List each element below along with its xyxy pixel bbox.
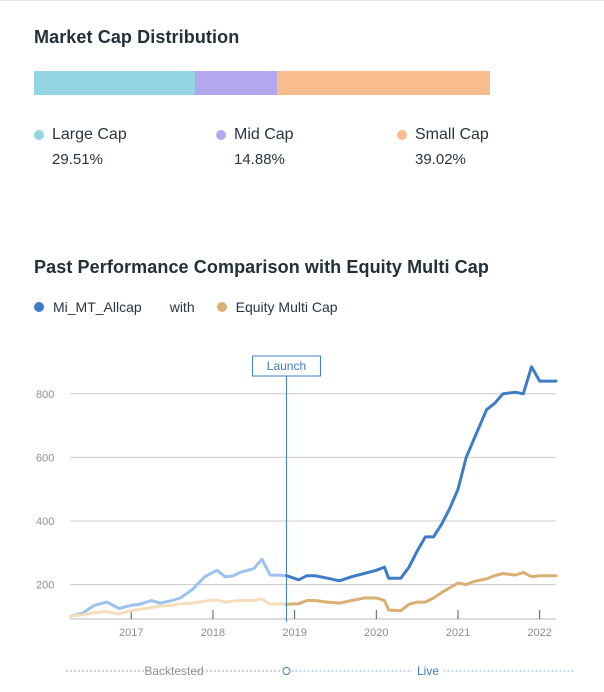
x-tick-label-2020: 2020 [364,627,388,639]
y-tick-label-600: 600 [36,452,54,464]
large-cap-dot [34,130,44,140]
mid-cap-value: 14.88% [234,151,285,168]
small-cap-value: 39.02% [415,151,466,168]
y-tick-label-400: 400 [36,516,54,528]
y-tick-label-200: 200 [36,580,54,592]
large-cap-label: Large Cap [52,126,127,143]
x-tick-label-2017: 2017 [119,627,143,639]
legend-large-cap: Large Cap 29.51% [34,126,127,168]
large-cap-value: 29.51% [52,151,103,168]
top-divider [0,0,604,1]
mid-cap-label: Mid Cap [234,126,294,143]
launch-label: Launch [267,359,306,373]
market-cap-bar [34,71,490,95]
large-cap-segment [34,71,196,95]
performance-legend: Mi_MT_Allcap with Equity Multi Cap [34,299,338,315]
legend-small-cap: Small Cap 39.02% [397,126,489,168]
legend-dot-allcap [34,302,44,312]
legend-dot-equity-multi-cap [216,302,227,312]
performance-title: Past Performance Comparison with Equity … [34,257,489,277]
x-tick-label-2018: 2018 [201,627,225,639]
allcap-backtested-line [68,557,288,618]
small-cap-segment [276,71,490,95]
market-cap-title: Market Cap Distribution [34,27,240,47]
legend-label-equity-multi-cap: Equity Multi Cap [235,299,338,315]
equity-multi-cap-live-line [285,571,558,613]
legend-mid-cap: Mid Cap 14.88% [216,126,294,168]
mid-cap-segment [195,71,277,95]
mid-cap-dot [216,130,226,140]
equity-multi-cap-backtested-line [68,597,288,618]
launch-badge [251,355,321,377]
x-tick-label-2019: 2019 [282,627,306,639]
legend-with-text: with [169,299,195,315]
backtested-label-bg [150,664,198,678]
backtested-label: Backtested [144,664,203,678]
y-tick-label-800: 800 [36,389,54,401]
small-cap-label: Small Cap [415,126,489,143]
live-label: Live [417,664,439,678]
launch-dot [282,667,291,675]
x-tick-label-2021: 2021 [446,627,470,639]
legend-label-allcap: Mi_MT_Allcap [53,299,142,315]
live-label-bg [412,664,444,678]
performance-chart: 200 400 600 800 2017 2018 2019 2020 2021 2022 Laun… [36,355,574,678]
allcap-live-line [285,365,558,583]
x-tick-label-2022: 2022 [527,627,551,639]
small-cap-dot [397,130,407,140]
